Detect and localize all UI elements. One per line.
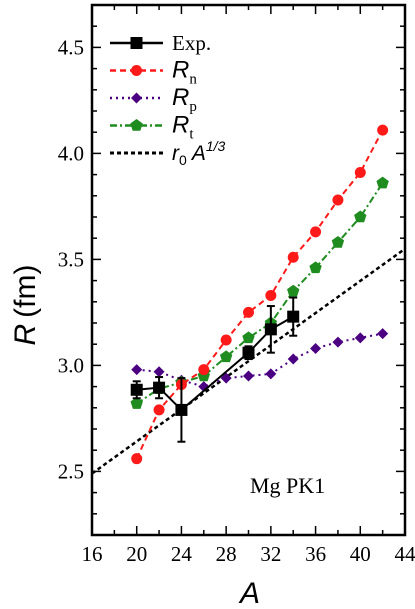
data-point-rp [243, 370, 254, 382]
data-point-rn [198, 364, 210, 376]
data-point-rp [287, 353, 299, 365]
data-point-rn [354, 166, 366, 178]
x-tick-label: 24 [171, 542, 193, 566]
data-point-rt [376, 176, 389, 189]
x-tick-label: 28 [216, 542, 237, 566]
y-tick-label: 3.5 [58, 247, 84, 271]
system-annotation: Mg PK1 [250, 473, 325, 498]
data-point-rt [287, 284, 300, 297]
series-line-r0 [92, 247, 405, 475]
data-point-exp [287, 310, 300, 323]
data-point-rp [131, 364, 143, 376]
x-tick-label: 32 [260, 542, 281, 566]
data-point-rn [332, 194, 344, 206]
x-tick-label: 16 [82, 542, 103, 566]
y-tick-label: 4.5 [58, 35, 84, 59]
data-point-rn [131, 453, 143, 465]
data-point-rn [243, 306, 254, 318]
legend-label-exp: Exp. [172, 31, 211, 55]
legend-label-r0: r0 A1/3 [172, 138, 226, 168]
plot-series [92, 124, 405, 475]
tick-labels: 16 20 24 28 32 36 40 44 2.5 3.0 3.5 4.0 4.5 [58, 35, 415, 566]
y-tick-label: 4.0 [58, 141, 84, 165]
data-point-rn [220, 334, 232, 346]
legend-marker-exp [130, 37, 143, 49]
data-point-rp [377, 328, 389, 340]
series-rn [131, 124, 389, 465]
data-point-rp [354, 332, 366, 344]
legend-marker-rn [131, 65, 142, 76]
data-point-rt [354, 210, 367, 223]
legend-marker-rt [130, 119, 143, 131]
data-point-exp [175, 403, 188, 416]
data-point-exp [242, 346, 255, 359]
data-point-rt [309, 261, 322, 274]
y-tick-label: 3.0 [58, 353, 84, 377]
data-point-rn [377, 124, 389, 136]
data-point-rp [310, 342, 322, 354]
series-r0 [92, 247, 405, 475]
y-axis-symbol: R [9, 324, 42, 346]
y-axis-title: R (fm) [9, 265, 42, 346]
x-tick-label: 20 [126, 542, 147, 566]
legend-label-rn: Rn [172, 57, 197, 88]
data-point-exp [130, 383, 143, 396]
series-exp [130, 296, 300, 443]
data-point-rn [287, 251, 299, 263]
data-point-exp [153, 381, 166, 394]
x-tick-label: 40 [350, 542, 371, 566]
x-axis-title: A [238, 577, 260, 609]
data-point-rt [219, 350, 233, 363]
data-point-rp [153, 366, 165, 378]
series-line-rt [136, 182, 384, 405]
data-point-rt [331, 235, 345, 248]
data-point-rt [130, 397, 143, 409]
x-tick-label: 36 [305, 542, 326, 566]
legend-marker-rp [131, 92, 142, 104]
series-line-rn [135, 129, 384, 460]
data-point-rn [153, 404, 165, 416]
plot-frame [90, 3, 407, 537]
x-tick-label: 44 [395, 542, 415, 566]
y-tick-label: 2.5 [58, 459, 84, 483]
legend-label-rt: Rt [172, 112, 194, 143]
data-point-exp [264, 323, 277, 336]
data-point-rt [242, 331, 255, 344]
legend-label-rp: Rp [172, 84, 197, 115]
data-point-rp [332, 336, 344, 348]
y-axis-unit: (fm) [9, 265, 42, 318]
data-point-rn [265, 289, 277, 301]
data-point-rn [310, 226, 322, 238]
svg-text:R(fm): R (fm) [9, 265, 42, 346]
series-rp [131, 328, 389, 393]
data-point-rp [265, 368, 277, 380]
